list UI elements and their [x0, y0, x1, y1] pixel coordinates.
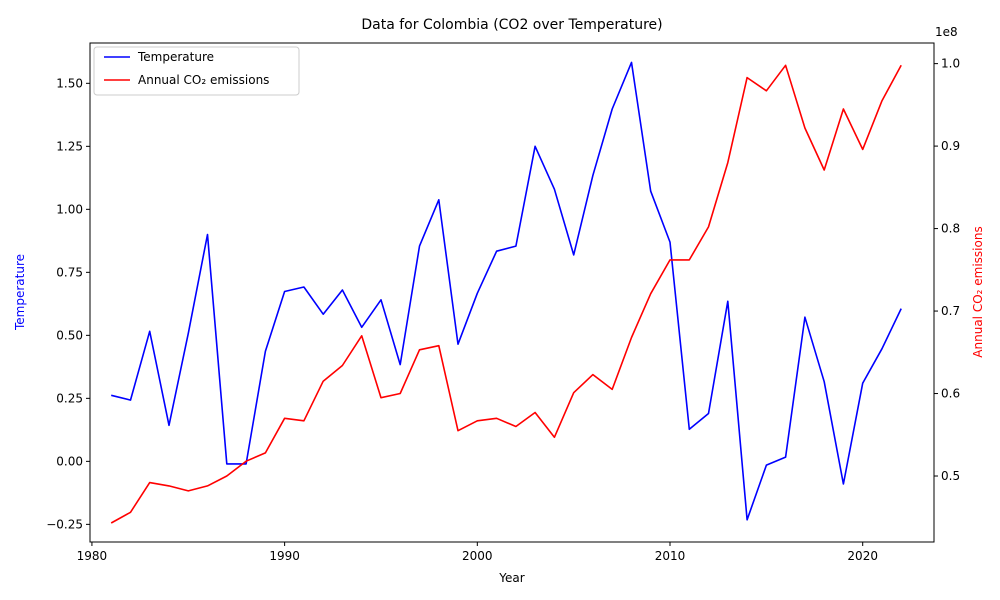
legend-label-co2: Annual CO₂ emissions	[138, 73, 269, 87]
x-axis-label: Year	[498, 571, 524, 585]
x-tick-label: 1980	[77, 549, 108, 563]
right-tick-label: 1.0	[941, 57, 960, 71]
left-tick-label: 1.25	[56, 139, 83, 153]
left-tick-label: 1.50	[56, 76, 83, 90]
chart-title: Data for Colombia (CO2 over Temperature)	[361, 17, 662, 33]
right-tick-label: 0.7	[941, 304, 960, 318]
legend: Temperature Annual CO₂ emissions	[93, 46, 300, 96]
right-tick-label: 0.9	[941, 139, 960, 153]
left-tick-label: 1.00	[56, 202, 83, 216]
left-tick-label: 0.00	[56, 454, 83, 468]
left-tick-label: −0.25	[46, 517, 83, 531]
left-axis-label: Temperature	[13, 254, 27, 331]
x-tick-label: 2020	[847, 549, 878, 563]
right-axis-label: Annual CO₂ emissions	[971, 226, 985, 357]
series-line-co2	[110, 64, 902, 524]
left-tick-label: 0.75	[56, 265, 83, 279]
x-tick-label: 2000	[462, 549, 493, 563]
plot-frame	[89, 42, 935, 543]
left-tick-label: 0.25	[56, 391, 83, 405]
axes-layer: 1980 1990 2000 2010 2020 −0.25 0.00 0.25 0.50 0.7…	[46, 57, 960, 563]
legend-label-temperature: Temperature	[137, 50, 214, 64]
series-layer	[110, 61, 902, 524]
right-tick-label: 0.6	[941, 387, 960, 401]
x-tick-label: 2010	[655, 549, 686, 563]
right-axis-offset-text: 1e8	[935, 25, 958, 39]
x-tick-label: 1990	[269, 549, 300, 563]
legend-box	[93, 46, 300, 96]
left-tick-label: 0.50	[56, 328, 83, 342]
right-tick-label: 0.5	[941, 469, 960, 483]
right-tick-label: 0.8	[941, 222, 960, 236]
